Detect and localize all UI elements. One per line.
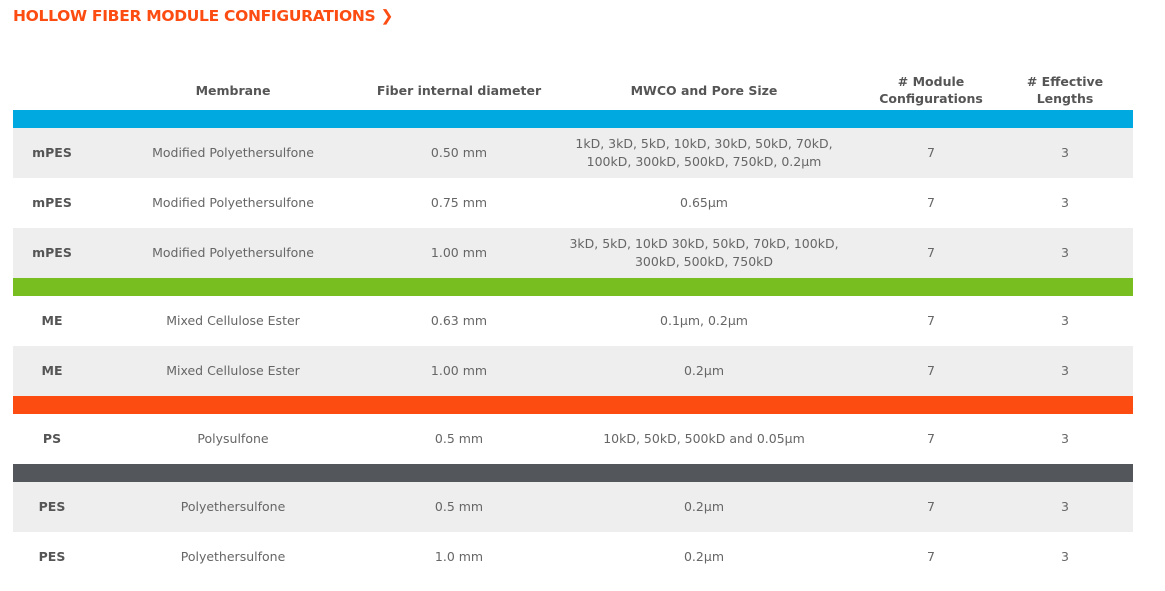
group-color-bar <box>13 110 1133 128</box>
cell-lengths: 3 <box>1061 195 1069 210</box>
cell-membrane: Modified Polyethersulfone <box>91 128 375 178</box>
table-row: PES Polyethersulfone 0.5 mm 0.2µm 7 3 <box>13 482 1133 532</box>
cell-diameter: 1.0 mm <box>434 549 484 564</box>
cell-membrane: Mixed Cellulose Ester <box>166 313 300 328</box>
section-title-link[interactable]: HOLLOW FIBER MODULE CONFIGURATIONS ❯ <box>13 7 393 25</box>
table-row: PES Polyethersulfone 1.0 mm 0.2µm 7 3 <box>13 532 1133 582</box>
cell-diameter: 1.00 mm <box>375 346 543 396</box>
cell-modules: 7 <box>927 195 935 210</box>
cell-code: PES <box>13 482 91 532</box>
table-row: mPES Modified Polyethersulfone 1.00 mm 3kD,… <box>13 228 1133 278</box>
cell-code: PES <box>38 549 66 564</box>
header-membrane: Membrane <box>195 82 271 98</box>
cell-lengths: 3 <box>997 228 1133 278</box>
configurations-table: Membrane Fiber internal diameter MWCO an… <box>13 70 1133 582</box>
cell-mwco: 0.65µm <box>680 195 728 210</box>
cell-lengths: 3 <box>1061 549 1069 564</box>
cell-diameter: 0.63 mm <box>430 313 488 328</box>
cell-modules: 7 <box>927 431 935 446</box>
group-color-bar <box>13 396 1133 414</box>
table-row: ME Mixed Cellulose Ester 0.63 mm 0.1µm, 0.2… <box>13 296 1133 346</box>
cell-code: PS <box>42 431 62 446</box>
group-color-bar <box>13 464 1133 482</box>
group-color-bar-cell <box>13 464 1133 482</box>
chevron-right-icon: ❯ <box>380 7 394 25</box>
header-row: Membrane Fiber internal diameter MWCO an… <box>13 70 1133 110</box>
table-row: ME Mixed Cellulose Ester 1.00 mm 0.2µm 7 3 <box>13 346 1133 396</box>
cell-modules: 7 <box>865 228 997 278</box>
cell-lengths: 3 <box>997 482 1133 532</box>
cell-lengths: 3 <box>997 346 1133 396</box>
cell-diameter: 0.75 mm <box>430 195 488 210</box>
cell-mwco: 0.2µm <box>683 549 724 564</box>
cell-code: mPES <box>32 195 72 210</box>
header-lengths: # Effective Lengths <box>1026 74 1104 106</box>
header-modules: # Module Configurations <box>879 74 983 106</box>
header-code <box>13 70 91 110</box>
table-row: mPES Modified Polyethersulfone 0.75 mm 0.65… <box>13 178 1133 228</box>
cell-mwco: 3kD, 5kD, 10kD 30kD, 50kD, 70kD, 100kD, … <box>543 228 865 278</box>
cell-mwco: 1kD, 3kD, 5kD, 10kD, 30kD, 50kD, 70kD, 1… <box>543 128 865 178</box>
section-title: HOLLOW FIBER MODULE CONFIGURATIONS <box>13 7 376 25</box>
cell-diameter: 1.00 mm <box>375 228 543 278</box>
cell-code: ME <box>13 346 91 396</box>
cell-mwco: 0.1µm, 0.2µm <box>660 313 748 328</box>
cell-mwco: 0.2µm <box>543 346 865 396</box>
cell-modules: 7 <box>865 346 997 396</box>
cell-membrane: Polysulfone <box>197 431 269 446</box>
cell-code: mPES <box>13 228 91 278</box>
table-row: mPES Modified Polyethersulfone 0.50 mm 1kD,… <box>13 128 1133 178</box>
cell-diameter: 0.50 mm <box>375 128 543 178</box>
cell-membrane: Polyethersulfone <box>91 482 375 532</box>
header-mwco: MWCO and Pore Size <box>630 82 778 98</box>
cell-mwco: 10kD, 50kD, 500kD and 0.05µm <box>603 431 805 446</box>
cell-lengths: 3 <box>1061 313 1069 328</box>
cell-diameter: 0.5 mm <box>375 482 543 532</box>
cell-modules: 7 <box>927 549 935 564</box>
cell-membrane: Mixed Cellulose Ester <box>91 346 375 396</box>
cell-lengths: 3 <box>997 128 1133 178</box>
cell-modules: 7 <box>927 313 935 328</box>
group-color-bar <box>13 278 1133 296</box>
cell-membrane: Polyethersulfone <box>180 549 286 564</box>
cell-diameter: 0.5 mm <box>434 431 484 446</box>
cell-code: mPES <box>13 128 91 178</box>
cell-lengths: 3 <box>1061 431 1069 446</box>
group-color-bar-cell <box>13 110 1133 128</box>
cell-modules: 7 <box>865 482 997 532</box>
header-diameter: Fiber internal diameter <box>376 82 542 98</box>
cell-mwco: 0.2µm <box>543 482 865 532</box>
cell-modules: 7 <box>865 128 997 178</box>
cell-code: ME <box>41 313 63 328</box>
group-color-bar-cell <box>13 396 1133 414</box>
table-row: PS Polysulfone 0.5 mm 10kD, 50kD, 500kD and… <box>13 414 1133 464</box>
group-color-bar-cell <box>13 278 1133 296</box>
cell-membrane: Modified Polyethersulfone <box>91 228 375 278</box>
cell-membrane: Modified Polyethersulfone <box>152 195 314 210</box>
